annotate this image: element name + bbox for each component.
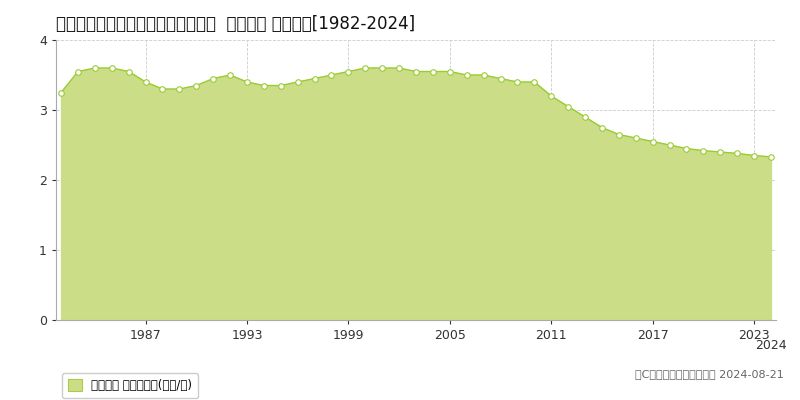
Point xyxy=(206,75,219,82)
Point xyxy=(478,72,490,78)
Point xyxy=(71,68,84,75)
Point xyxy=(190,82,202,89)
Point xyxy=(359,65,372,71)
Point xyxy=(410,68,422,75)
Point xyxy=(342,68,354,75)
Legend: 地価公示 平均坪単価(万円/坪): 地価公示 平均坪単価(万円/坪) xyxy=(62,373,198,398)
Point xyxy=(54,89,67,96)
Point xyxy=(89,65,102,71)
Text: （C）土地価格ドットコム 2024-08-21: （C）土地価格ドットコム 2024-08-21 xyxy=(635,369,784,379)
Point xyxy=(646,138,659,145)
Text: 北海道紋別市落石町２丁目７番５１  地価公示 地価推移[1982-2024]: 北海道紋別市落石町２丁目７番５１ 地価公示 地価推移[1982-2024] xyxy=(56,15,415,33)
Point xyxy=(224,72,237,78)
Point xyxy=(613,131,626,138)
Point xyxy=(714,149,726,155)
Text: 2024: 2024 xyxy=(755,340,786,352)
Point xyxy=(578,114,591,120)
Point xyxy=(680,145,693,152)
Point xyxy=(545,93,558,99)
Point xyxy=(426,68,439,75)
Point xyxy=(291,79,304,85)
Point xyxy=(106,65,118,71)
Point xyxy=(630,135,642,141)
Point xyxy=(748,152,761,159)
Point xyxy=(173,86,186,92)
Point xyxy=(443,68,456,75)
Point xyxy=(122,68,135,75)
Point xyxy=(460,72,473,78)
Point xyxy=(730,150,743,156)
Point xyxy=(562,103,574,110)
Point xyxy=(697,147,710,154)
Point xyxy=(325,72,338,78)
Point xyxy=(274,82,287,89)
Point xyxy=(393,65,406,71)
Point xyxy=(258,82,270,89)
Point xyxy=(308,75,321,82)
Point xyxy=(511,79,524,85)
Point xyxy=(595,124,608,131)
Point xyxy=(139,79,152,85)
Point xyxy=(528,79,541,85)
Point xyxy=(765,154,778,160)
Point xyxy=(241,79,254,85)
Point xyxy=(156,86,169,92)
Point xyxy=(494,75,507,82)
Point xyxy=(663,142,676,148)
Point xyxy=(376,65,389,71)
